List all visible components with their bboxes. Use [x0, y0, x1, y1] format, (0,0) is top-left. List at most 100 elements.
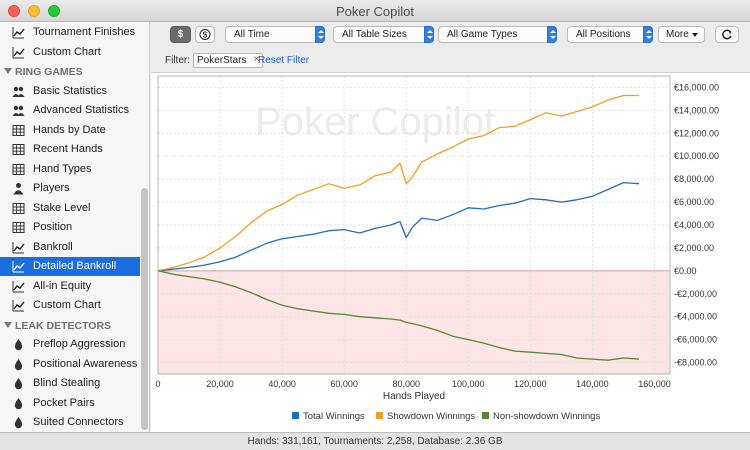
sidebar-item-label: Preflop Aggression: [33, 338, 126, 350]
sidebar-item-label: Tournament Finishes: [33, 26, 136, 38]
sidebar-item-label: Hand Types: [33, 162, 92, 175]
series-line-non-showdown-winnings: [157, 270, 640, 361]
filter-chip-pokerstars[interactable]: PokerStars ×: [193, 53, 264, 68]
sidebar-item-hands-by-date[interactable]: Hands by Date: [0, 121, 140, 140]
sidebar-item-label: Detailed Bankroll: [33, 260, 117, 272]
sidebar-item-blind-stealing[interactable]: Blind Stealing: [0, 374, 140, 393]
sidebar-item-label: Blind Stealing: [33, 377, 101, 389]
filter-chip-label: PokerStars: [197, 55, 247, 66]
y-tick-label: €16,000.00: [674, 82, 719, 92]
sidebar-item-label: Pocket Pairs: [33, 396, 95, 409]
close-window-button[interactable]: [8, 5, 20, 17]
sidebar-item-preflop-aggression[interactable]: Preflop Aggression: [0, 335, 140, 354]
legend-item-showdown-winnings: Showdown Winnings: [376, 411, 475, 422]
refresh-icon: [722, 29, 732, 40]
y-tick-label: -€6,000.00: [674, 335, 717, 345]
time-filter-value: All Time: [234, 29, 270, 40]
sidebar-item-players[interactable]: Players: [0, 179, 140, 198]
sidebar-item-label: Advanced Statistics: [33, 104, 129, 116]
bankroll-chart: Poker Copilot 0 20,000 40,000 60,000 80,000 10…: [155, 75, 719, 422]
sidebar-item-suited-connectors[interactable]: Suited Connectors: [0, 413, 140, 432]
big-blind-button[interactable]: $: [195, 26, 215, 43]
time-filter-select[interactable]: All Time: [225, 26, 325, 43]
position-select[interactable]: All Positions: [567, 26, 653, 43]
table-size-select[interactable]: All Table Sizes: [333, 26, 434, 43]
x-tick-label: 20,000: [206, 379, 234, 389]
series-line-showdown-winnings: [157, 94, 639, 272]
drop-icon: [12, 358, 25, 371]
table-icon: [12, 221, 25, 234]
sidebar-item-label: Stake Level: [33, 201, 91, 214]
legend-swatch: [482, 412, 489, 419]
sidebar-item-stake-level[interactable]: Stake Level: [0, 199, 140, 218]
sidebar-item-label: Hands by Date: [33, 123, 106, 136]
game-type-value: All Game Types: [447, 29, 518, 40]
x-axis-label: Hands Played: [383, 391, 445, 402]
disclosure-triangle-icon: [4, 321, 12, 328]
status-bar: Hands: 331,161, Tournaments: 2,258, Data…: [0, 432, 750, 450]
sidebar-item-hand-types[interactable]: Hand Types: [0, 160, 140, 179]
svg-text:$: $: [203, 31, 208, 40]
line-chart-icon: [12, 299, 25, 312]
refresh-button[interactable]: [715, 26, 739, 43]
sidebar-item-label: Custom Chart: [33, 45, 101, 58]
sidebar-item-detailed-bankroll[interactable]: Detailed Bankroll: [0, 257, 140, 276]
currency-button[interactable]: $: [170, 26, 191, 43]
legend-item-total-winnings: Total Winnings: [292, 411, 365, 422]
x-tick-label: 0: [155, 379, 160, 389]
sidebar-item-positional-awareness[interactable]: Positional Awareness: [0, 355, 140, 374]
line-chart-icon: [12, 260, 25, 273]
person-icon: [12, 182, 25, 195]
table-icon: [12, 143, 25, 156]
minimize-window-button[interactable]: [28, 5, 40, 17]
sidebar-item-basic-statistics[interactable]: Basic Statistics: [0, 82, 140, 101]
y-tick-label: €2,000.00: [674, 243, 714, 253]
y-tick-label: €0.00: [674, 266, 697, 276]
line-chart-icon: [12, 46, 25, 59]
sidebar-section-ring-games[interactable]: RING GAMES: [0, 62, 140, 81]
time-filter-stepper-icon: [315, 26, 325, 43]
y-tick-label: €6,000.00: [674, 197, 714, 207]
game-type-select[interactable]: All Game Types: [438, 26, 557, 43]
game-type-stepper-icon: [547, 26, 557, 43]
plot-frame: [157, 75, 671, 375]
sidebar-scrollbar[interactable]: [141, 188, 148, 430]
sidebar-item-pocket-pairs[interactable]: Pocket Pairs: [0, 394, 140, 413]
sidebar-item-label: Suited Connectors: [33, 416, 124, 428]
remove-filter-icon[interactable]: ×: [253, 54, 260, 65]
title-bar: Poker Copilot: [0, 0, 750, 22]
sidebar-section-leak-detectors[interactable]: LEAK DETECTORS: [0, 316, 140, 335]
sidebar-item-label: Positional Awareness: [33, 357, 138, 370]
sidebar-item-tournament-finishes[interactable]: Tournament Finishes: [0, 23, 140, 42]
bankroll-chart-panel: Poker Copilot 0 20,000 40,000 60,000 80,000 10…: [151, 72, 750, 432]
position-stepper-icon: [643, 26, 653, 43]
y-tick-label: -€4,000.00: [674, 312, 717, 322]
sidebar-item-position[interactable]: Position: [0, 218, 140, 237]
sidebar-item-label: Recent Hands: [33, 143, 103, 155]
sidebar-item-label: Position: [33, 221, 73, 233]
sidebar-item-advanced-statistics[interactable]: Advanced Statistics: [0, 101, 140, 120]
sidebar-item-custom-chart[interactable]: Custom Chart: [0, 296, 140, 315]
window-title: Poker Copilot: [335, 4, 415, 19]
maximize-window-button[interactable]: [48, 5, 60, 17]
y-tick-label: €4,000.00: [674, 220, 714, 230]
table-icon: [12, 202, 25, 215]
group-icon: [12, 85, 25, 98]
sidebar-item-custom-chart[interactable]: Custom Chart: [0, 43, 140, 62]
big-blind-icon: $: [199, 29, 211, 40]
y-tick-label: -€8,000.00: [674, 358, 717, 368]
x-tick-label: 100,000: [452, 379, 485, 389]
table-icon: [12, 163, 25, 176]
legend-label: Showdown Winnings: [387, 411, 475, 422]
reset-filter-link[interactable]: Reset Filter: [258, 55, 310, 66]
line-chart-icon: [12, 241, 25, 254]
drop-icon: [12, 416, 25, 429]
sidebar-item-bankroll[interactable]: Bankroll: [0, 238, 140, 257]
sidebar-item-label: Players: [33, 182, 70, 194]
sidebar-item-all-in-equity[interactable]: All-in Equity: [0, 277, 140, 296]
x-tick-label: 120,000: [514, 379, 547, 389]
more-label: More: [666, 29, 689, 40]
sidebar-section-label: LEAK DETECTORS: [15, 319, 112, 332]
sidebar-item-recent-hands[interactable]: Recent Hands: [0, 140, 140, 159]
more-menu-button[interactable]: More: [658, 26, 705, 43]
